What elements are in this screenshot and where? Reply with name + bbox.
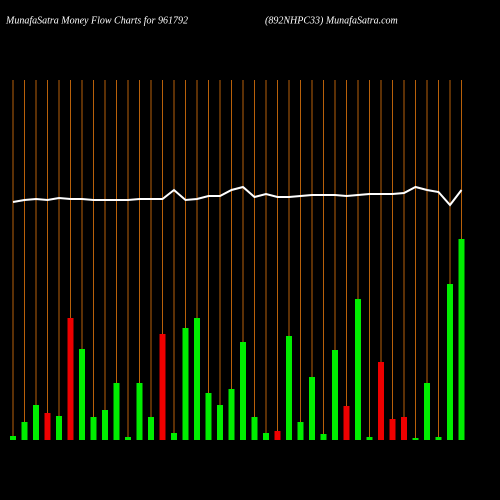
bar [136,383,143,440]
bar [159,334,166,440]
bar [125,437,131,440]
bar [378,362,384,440]
bar [424,383,430,440]
bar [10,436,16,440]
bar [79,349,85,440]
bar [458,239,465,440]
bar [366,437,373,440]
bar [228,389,235,440]
bar [182,328,189,440]
bar [33,405,39,440]
bar [435,437,442,440]
bar [217,405,223,440]
bar [343,406,350,440]
bar [447,284,453,440]
bar [274,431,281,440]
bar [412,438,419,440]
money-flow-line [12,185,463,207]
bar [297,422,304,440]
bar [205,393,212,440]
chart-subtitle: (892NHPC33) MunafaSatra.com [265,15,398,26]
bar [44,413,51,440]
bar [332,350,338,440]
bar [355,299,361,440]
bar [389,419,396,440]
bar [102,410,108,440]
bar [171,433,177,440]
bar [263,433,269,440]
bar [90,417,97,440]
bar [320,434,327,440]
bar [194,318,200,440]
bar [286,336,292,440]
bar [148,417,154,440]
bar [113,383,120,440]
chart-title: MunafaSatra Money Flow Charts for 961792 [5,15,188,26]
bar [309,377,315,440]
bar [56,416,62,440]
bar [240,342,246,440]
bar [67,318,74,440]
bar [251,417,258,440]
bar [401,417,407,440]
bar [21,422,28,440]
